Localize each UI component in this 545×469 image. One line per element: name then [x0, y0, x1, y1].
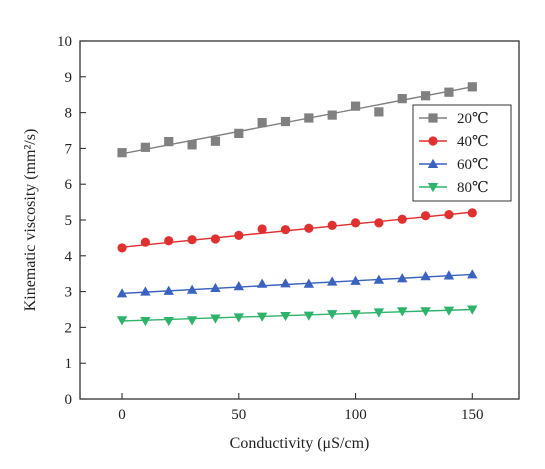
- data-point: [397, 214, 407, 224]
- data-point: [420, 91, 431, 101]
- y-tick-label: 10: [57, 34, 72, 50]
- legend-label: 20℃: [457, 111, 489, 127]
- data-point: [443, 270, 455, 280]
- data-point: [117, 243, 127, 253]
- data-point: [467, 305, 478, 315]
- data-point: [164, 136, 174, 147]
- fit-lines: [121, 86, 473, 322]
- y-tick-label: 8: [65, 106, 73, 122]
- y-tick-label: 0: [65, 392, 73, 408]
- data-point: [350, 218, 361, 228]
- data-point: [257, 224, 267, 234]
- data-point: [233, 281, 244, 291]
- data-point: [140, 316, 151, 327]
- legend: 20℃ 40℃ 60℃ 80℃: [412, 104, 512, 202]
- data-point: [186, 316, 198, 326]
- data-point: [117, 148, 127, 158]
- data-point: [327, 220, 337, 230]
- y-tick-label: 1: [65, 356, 73, 372]
- axes: 0 50 100 150 0 1 2 3 4 5 6 7 8 9 10: [57, 34, 520, 423]
- y-tick-label: 2: [65, 320, 73, 336]
- data-point: [303, 278, 315, 288]
- data-point: [350, 310, 361, 320]
- data-point: [234, 128, 244, 138]
- data-point: [327, 110, 337, 120]
- data-point: [397, 307, 408, 317]
- y-tick-label: 5: [65, 213, 73, 229]
- x-tick-label: 100: [344, 407, 367, 423]
- data-point: [140, 142, 150, 152]
- data-point: [467, 82, 477, 92]
- y-tick-label: 6: [65, 177, 73, 193]
- x-tick-label: 150: [461, 407, 484, 423]
- y-tick-label: 9: [65, 70, 73, 86]
- fit-line-3: [121, 273, 473, 295]
- data-point: [256, 278, 268, 288]
- data-point: [164, 236, 174, 246]
- data-point: [420, 211, 431, 221]
- data-point: [374, 107, 384, 117]
- data-point: [326, 276, 338, 286]
- data-point: [420, 271, 431, 281]
- data-point: [140, 286, 151, 296]
- data-point: [163, 285, 174, 295]
- data-point: [444, 87, 454, 97]
- y-axis-title: Kinematic viscosity (mm²/s): [22, 129, 39, 312]
- data-point: [186, 284, 198, 294]
- data-point: [210, 314, 221, 324]
- y-tick-label: 4: [65, 249, 73, 265]
- data-point: [280, 278, 291, 288]
- legend-marker: [427, 183, 439, 193]
- x-axis-title: Conductivity (μS/cm): [230, 435, 370, 452]
- data-point: [116, 316, 128, 326]
- data-point: [210, 234, 221, 244]
- y-tick-label: 7: [65, 141, 73, 157]
- data-point: [210, 282, 221, 293]
- data-point: [234, 230, 244, 240]
- legend-label: 40℃: [457, 134, 489, 150]
- fit-line-1: [121, 86, 473, 155]
- data-point: [257, 118, 267, 128]
- legend-marker: [427, 158, 439, 168]
- data-point: [280, 311, 291, 322]
- legend-marker: [428, 136, 438, 146]
- data-point: [303, 311, 315, 321]
- y-tick-label: 3: [65, 285, 73, 301]
- data-point: [233, 313, 244, 323]
- data-point: [467, 269, 478, 279]
- data-point: [397, 273, 408, 283]
- data-point: [350, 101, 361, 111]
- data-point: [467, 208, 477, 218]
- data-point: [420, 307, 431, 317]
- data-point: [187, 140, 197, 150]
- data-point: [373, 308, 385, 318]
- fit-line-4: [122, 308, 473, 322]
- legend-label: 60℃: [457, 157, 489, 173]
- data-point: [373, 274, 385, 284]
- data-point: [256, 312, 268, 322]
- data-point: [304, 113, 314, 123]
- data-point: [140, 237, 150, 247]
- legend-label: 80℃: [457, 180, 489, 196]
- data-point: [187, 235, 197, 245]
- data-point: [326, 310, 338, 320]
- data-point: [397, 94, 407, 104]
- data-point: [116, 288, 128, 298]
- x-tick-label: 50: [231, 407, 246, 423]
- data-point: [374, 218, 384, 228]
- fit-line-2: [121, 211, 473, 248]
- data-point: [163, 316, 174, 327]
- data-point: [443, 306, 455, 316]
- data-point: [350, 275, 361, 285]
- data-point: [304, 223, 314, 233]
- data-point: [210, 136, 221, 146]
- data-points: [116, 82, 478, 327]
- data-point: [280, 225, 291, 235]
- data-point: [444, 210, 454, 220]
- data-point: [280, 116, 291, 127]
- x-tick-label: 0: [118, 407, 126, 423]
- legend-marker: [428, 113, 438, 123]
